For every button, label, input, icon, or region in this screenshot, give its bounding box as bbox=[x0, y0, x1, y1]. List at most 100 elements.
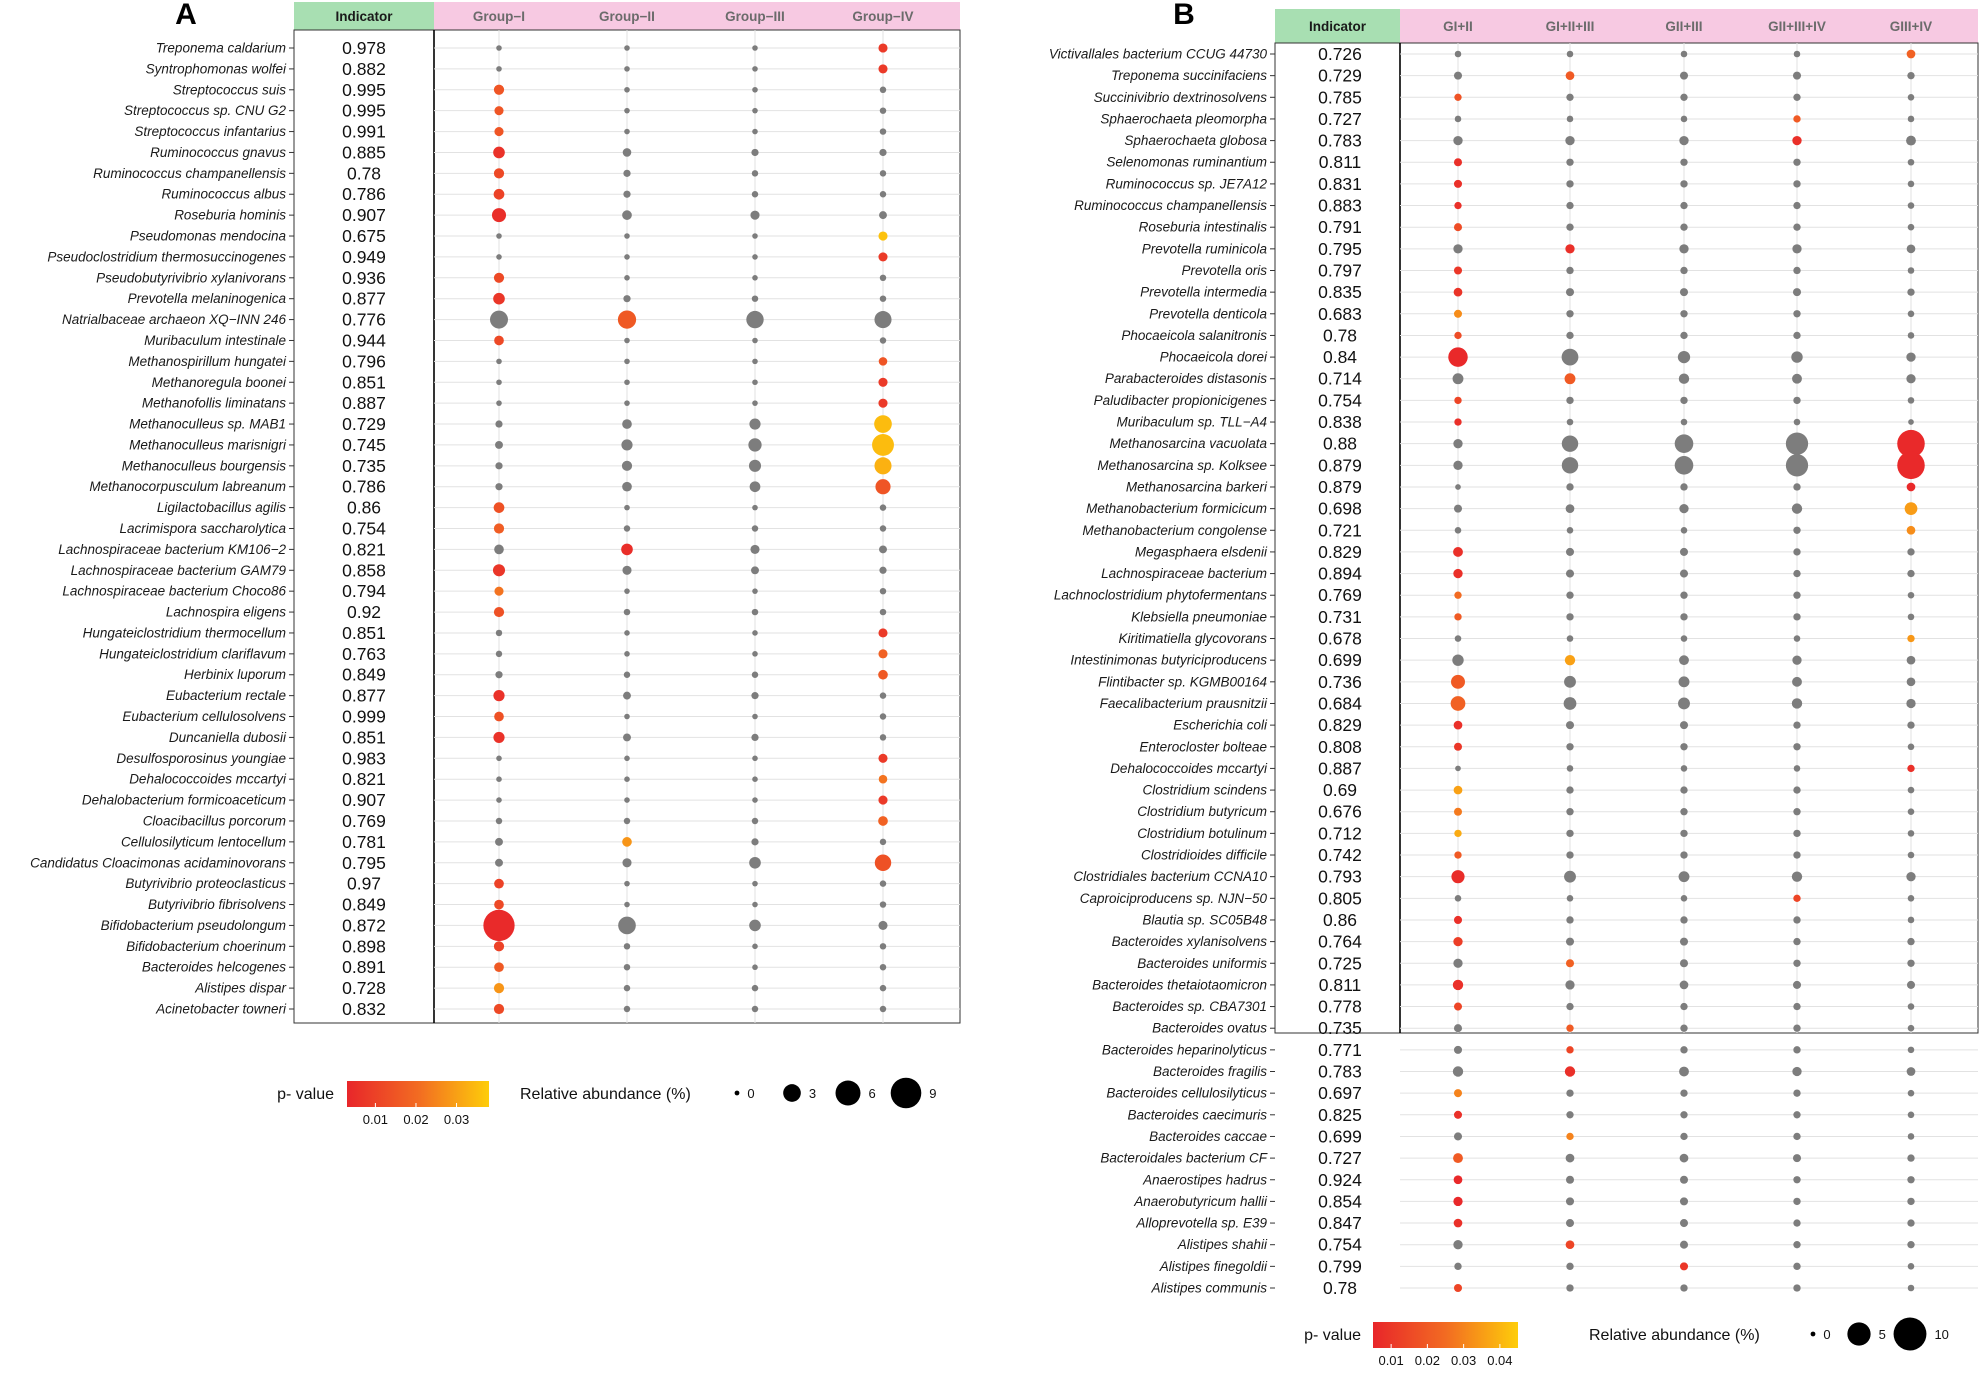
abundance-dot-enterocloster-bolteae-g5 bbox=[1907, 743, 1915, 751]
abundance-dot-escherichia-coli-g1 bbox=[1453, 720, 1463, 730]
abundance-dot-selenomonas-ruminantium-g1 bbox=[1453, 158, 1463, 167]
abundance-dot-ruminococcus-gnavus-g4 bbox=[879, 148, 887, 157]
abundance-dot-megasphaera-elsdenii-g4 bbox=[1793, 548, 1801, 556]
species-label-lacrimispora-saccharolytica: Lacrimispora saccharolytica bbox=[119, 521, 286, 536]
indicator-value: 0.883 bbox=[1318, 196, 1362, 216]
abundance-dot-succinivibrio-dextrinosolvens-g2 bbox=[1566, 93, 1574, 101]
abundance-dot-roseburia-intestinalis-g2 bbox=[1566, 223, 1574, 231]
species-label-bacteroides-uniformis: Bacteroides uniformis bbox=[1137, 956, 1267, 971]
abundance-dot-prevotella-denticola-g4 bbox=[1793, 310, 1801, 318]
abundance-dot-dehalococcoides-mccartyi-g4 bbox=[1793, 765, 1801, 772]
abundance-dot-bacteroides-fragilis-g4 bbox=[1792, 1066, 1802, 1077]
abundance-dot-bacteroides-xylanisolvens-g3 bbox=[1679, 937, 1689, 946]
species-label-bifidobacterium-choerinum: Bifidobacterium choerinum bbox=[126, 939, 286, 954]
abundance-dot-methanoculleus-bourgensis-g2 bbox=[621, 460, 633, 471]
abundance-dot-intestinimonas-butyriciproducens-g5 bbox=[1906, 655, 1916, 665]
group-header-5: GIII+IV bbox=[1890, 19, 1932, 34]
species-label-methanosarcina-vacuolata: Methanosarcina vacuolata bbox=[1109, 436, 1267, 451]
abundance-dot-caproiciproducens-sp-njn-50-g5 bbox=[1907, 895, 1915, 902]
indicator-value: 0.825 bbox=[1318, 1105, 1362, 1125]
abundance-dot-prevotella-intermedia-g2 bbox=[1565, 288, 1575, 297]
species-label-paludibacter-propionicigenes: Paludibacter propionicigenes bbox=[1094, 393, 1268, 408]
indicator-value: 0.924 bbox=[1318, 1170, 1362, 1190]
abundance-dot-dehalococcoides-mccartyi-g2 bbox=[624, 776, 630, 782]
abundance-dot-succinivibrio-dextrinosolvens-g3 bbox=[1680, 93, 1688, 101]
abundance-dot-methanobacterium-congolense-g5 bbox=[1906, 525, 1916, 535]
abundance-dot-methanosarcina-sp-kolksee-g4 bbox=[1785, 454, 1809, 477]
abundance-dot-desulfosporosinus-youngiae-g2 bbox=[624, 755, 630, 762]
abundance-dot-prevotella-denticola-g1 bbox=[1453, 309, 1463, 318]
indicator-header: Indicator bbox=[1309, 19, 1367, 34]
abundance-dot-lachnospiraceae-bacterium-km106-2-g3 bbox=[750, 544, 760, 554]
abundance-dot-phocaeicola-dorei-g5 bbox=[1906, 352, 1916, 362]
indicator-value: 0.714 bbox=[1318, 369, 1362, 389]
abundance-dot-bacteroides-caccae-g1 bbox=[1453, 1132, 1463, 1141]
species-label-anaerobutyricum-hallii: Anaerobutyricum hallii bbox=[1133, 1194, 1268, 1209]
abundance-dot-phocaeicola-salanitronis-g1 bbox=[1454, 331, 1462, 340]
abundance-dot-lachnoclostridium-phytofermentans-g5 bbox=[1907, 591, 1915, 599]
abundance-dot-butyrivibrio-proteoclasticus-g2 bbox=[624, 880, 630, 887]
abundance-dot-parabacteroides-distasonis-g3 bbox=[1678, 373, 1690, 384]
abundance-dot-treponema-caldarium-g2 bbox=[624, 45, 630, 51]
abundance-dot-streptococcus-infantarius-g1 bbox=[494, 127, 504, 137]
abundance-dot-lachnospiraceae-bacterium-km106-2-g4 bbox=[879, 545, 887, 554]
abundance-dot-bacteroides-caecimuris-g3 bbox=[1680, 1111, 1688, 1119]
abundance-dot-prevotella-oris-g1 bbox=[1453, 266, 1463, 275]
abundance-dot-succinivibrio-dextrinosolvens-g5 bbox=[1907, 94, 1915, 101]
species-label-bacteroides-xylanisolvens: Bacteroides xylanisolvens bbox=[1112, 934, 1268, 949]
abundance-dot-methanoculleus-sp-mab1-g3 bbox=[749, 418, 761, 430]
abundance-dot-syntrophomonas-wolfei-g2 bbox=[624, 66, 630, 72]
abundance-dot-butyrivibrio-fibrisolvens-g3 bbox=[752, 901, 758, 908]
abundance-dot-ruminococcus-albus-g1 bbox=[493, 188, 505, 200]
abundance-dot-methanosarcina-barkeri-g1 bbox=[1455, 484, 1461, 490]
indicator-value: 0.676 bbox=[1318, 802, 1362, 822]
species-label-bacteroides-caccae: Bacteroides caccae bbox=[1149, 1129, 1267, 1144]
abundance-dot-streptococcus-suis-g3 bbox=[752, 86, 758, 93]
indicator-value: 0.786 bbox=[342, 184, 386, 204]
abundance-dot-ruminococcus-champanellensis-g5 bbox=[1907, 202, 1915, 209]
indicator-value: 0.808 bbox=[1318, 737, 1362, 757]
group-header-4: Group−IV bbox=[852, 9, 913, 24]
size-legend-title: Relative abundance (%) bbox=[1589, 1327, 1760, 1344]
indicator-value: 0.885 bbox=[342, 142, 386, 162]
abundance-dot-herbinix-luporum-g3 bbox=[751, 671, 759, 678]
abundance-dot-prevotella-oris-g2 bbox=[1566, 266, 1574, 275]
abundance-dot-eubacterium-rectale-g1 bbox=[493, 690, 505, 702]
abundance-dot-blautia-sp-sc05b48-g4 bbox=[1793, 916, 1801, 924]
species-label-prevotella-ruminicola: Prevotella ruminicola bbox=[1142, 241, 1268, 256]
species-label-prevotella-oris: Prevotella oris bbox=[1181, 263, 1267, 278]
species-label-bacteroides-helcogenes: Bacteroides helcogenes bbox=[142, 960, 286, 975]
abundance-dot-prevotella-intermedia-g3 bbox=[1679, 288, 1689, 297]
species-label-bacteroides-heparinolyticus: Bacteroides heparinolyticus bbox=[1102, 1042, 1267, 1057]
abundance-dot-herbinix-luporum-g1 bbox=[495, 671, 503, 679]
abundance-dot-alistipes-finegoldii-g1 bbox=[1454, 1262, 1462, 1271]
indicator-value: 0.829 bbox=[1318, 715, 1362, 735]
abundance-dot-phocaeicola-salanitronis-g2 bbox=[1566, 331, 1574, 340]
abundance-dot-bacteroides-xylanisolvens-g1 bbox=[1453, 936, 1463, 947]
abundance-dot-ruminococcus-champanellensis-g4 bbox=[879, 170, 887, 177]
indicator-value: 0.683 bbox=[1318, 304, 1362, 324]
abundance-dot-flintibacter-sp-kgmb00164-g4 bbox=[1792, 676, 1802, 687]
indicator-value: 0.838 bbox=[1318, 412, 1362, 432]
indicator-value: 0.727 bbox=[1318, 109, 1362, 129]
species-label-pseudoclostridium-thermosuccinogenes: Pseudoclostridium thermosuccinogenes bbox=[47, 249, 286, 264]
abundance-dot-megasphaera-elsdenii-g1 bbox=[1453, 546, 1463, 557]
indicator-value: 0.712 bbox=[1318, 823, 1362, 843]
abundance-dot-bacteroides-thetaiotaomicron-g5 bbox=[1906, 980, 1916, 989]
indicator-value: 0.887 bbox=[342, 393, 386, 413]
species-label-alistipes-shahii: Alistipes shahii bbox=[1177, 1237, 1268, 1252]
abundance-dot-faecalibacterium-prausnitzii-g2 bbox=[1563, 697, 1577, 710]
abundance-dot-eubacterium-rectale-g2 bbox=[623, 691, 631, 700]
abundance-dot-herbinix-luporum-g2 bbox=[623, 671, 631, 678]
species-label-enterocloster-bolteae: Enterocloster bolteae bbox=[1139, 739, 1267, 754]
indicator-value: 0.991 bbox=[342, 122, 386, 142]
abundance-dot-parabacteroides-distasonis-g2 bbox=[1564, 373, 1576, 385]
abundance-dot-pseudobutyrivibrio-xylanivorans-g2 bbox=[624, 275, 630, 281]
abundance-dot-methanoculleus-marisnigri-g3 bbox=[748, 438, 762, 452]
species-label-treponema-caldarium: Treponema caldarium bbox=[156, 41, 286, 56]
group-header-bg bbox=[1400, 9, 1978, 43]
abundance-dot-methanoculleus-sp-mab1-g1 bbox=[495, 420, 503, 428]
species-label-butyrivibrio-fibrisolvens: Butyrivibrio fibrisolvens bbox=[148, 897, 286, 912]
abundance-dot-bacteroides-helcogenes-g1 bbox=[494, 962, 504, 973]
abundance-dot-alloprevotella-sp-e39-g4 bbox=[1793, 1219, 1801, 1227]
